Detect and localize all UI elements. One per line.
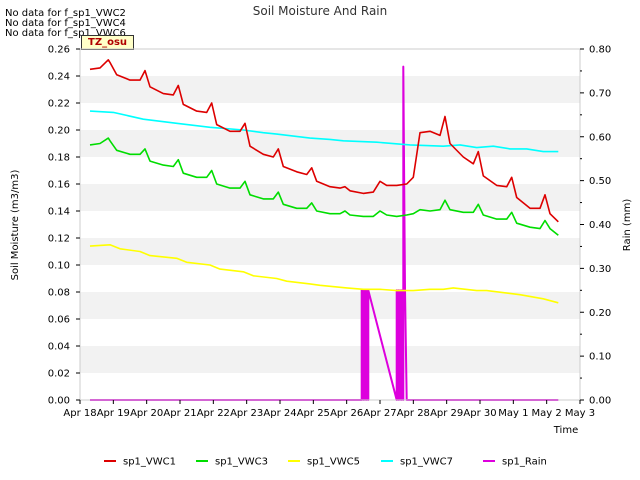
right-tick-label: 0.60 [589,132,611,143]
left-tick-label: 0.10 [48,261,70,272]
right-tick-label: 0.70 [589,88,611,99]
grid-band [80,76,580,103]
left-tick-label: 0.12 [48,234,70,245]
x-tick-label: May 3 [565,408,595,419]
series-line-sp1-vwc5 [89,244,559,304]
grid-bands [80,76,580,373]
right-axis: 0.00 0.10 0.20 0.30 0.40 0.50 0.60 0.70 0.80 [580,45,611,407]
left-tick-label: 0.06 [48,315,70,326]
x-tick-label: Apr 22 [197,408,230,419]
x-tick-label: Apr 18 [63,408,96,419]
right-tick-label: 0.80 [589,45,611,56]
left-tick-label: 0.16 [48,180,70,191]
left-tick-label: 0.22 [48,99,70,110]
x-tick-label: Apr 24 [263,408,296,419]
x-tick-label: Apr 19 [97,408,130,419]
grid-band [80,184,580,211]
grid-band [80,130,580,157]
chart-title: Soil Moisture And Rain [253,4,388,18]
grid-band [80,346,580,373]
right-tick-label: 0.00 [589,396,611,407]
legend-label: sp1_VWC5 [307,457,360,468]
x-axis: Apr 18 Apr 19 Apr 20 Apr 21 Apr 22 Apr 23 Apr … [63,400,595,419]
left-tick-label: 0.26 [48,45,70,56]
x-tick-label: Apr 29 [430,408,463,419]
x-tick-label: May 2 [532,408,562,419]
right-tick-label: 0.20 [589,308,611,319]
x-tick-label: Apr 26 [330,408,363,419]
x-tick-label: Apr 20 [130,408,163,419]
x-tick-label: May 1 [498,408,528,419]
left-axis: 0.00 0.02 0.04 0.06 0.08 0.10 0.12 0.14 0.16 0.18… [48,45,80,407]
series-line-sp1-vwc3 [89,137,559,236]
grid-band [80,238,580,265]
x-tick-label: Apr 25 [297,408,330,419]
left-tick-label: 0.00 [48,396,70,407]
left-tick-label: 0.14 [48,207,70,218]
legend-label: sp1_VWC7 [400,457,453,468]
x-tick-label: Apr 28 [397,408,430,419]
left-tick-label: 0.24 [48,72,70,83]
x-tick-label: Apr 27 [363,408,396,419]
series-layer [89,58,559,401]
legend-label: sp1_VWC3 [215,457,268,468]
left-tick-label: 0.18 [48,153,70,164]
left-tick-label: 0.04 [48,342,70,353]
series-line-sp1-rain [90,65,559,401]
right-axis-label: Rain (mm) [622,199,633,252]
series-line-sp1-vwc1 [89,58,559,223]
left-tick-label: 0.02 [48,369,70,380]
x-tick-label: Apr 23 [230,408,263,419]
left-tick-label: 0.20 [48,126,70,137]
y-axis-label: Soil Moisture (m3/m3) [10,170,21,281]
no-data-note-3: No data for f_sp1_VWC6 [5,28,126,39]
no-data-note-2: No data for f_sp1_VWC4 [5,18,126,29]
right-tick-label: 0.50 [589,176,611,187]
series-line-sp1-vwc7 [89,110,559,153]
grid-band [80,292,580,319]
x-tick-label: Apr 30 [463,408,496,419]
right-tick-label: 0.30 [589,264,611,275]
right-tick-label: 0.10 [589,352,611,363]
x-tick-label: Apr 21 [163,408,196,419]
no-data-note-1: No data for f_sp1_VWC2 [5,8,126,19]
legend-label: sp1_Rain [502,457,547,468]
legend-label: sp1_VWC1 [123,457,176,468]
x-axis-label: Time [553,425,578,436]
left-tick-label: 0.08 [48,288,70,299]
right-tick-label: 0.40 [589,220,611,231]
legend: sp1_VWC1 sp1_VWC3 sp1_VWC5 sp1_VWC7 sp1_Rain [104,457,547,468]
